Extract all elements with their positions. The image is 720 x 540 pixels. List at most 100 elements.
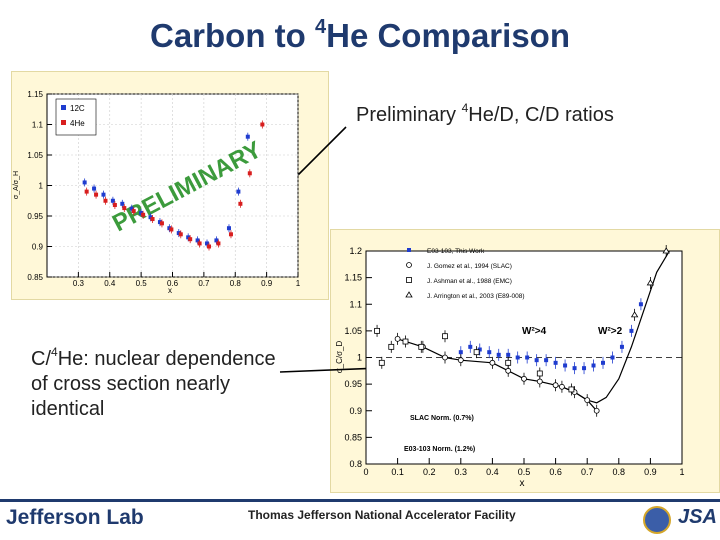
chart1-point [103, 198, 108, 203]
chart2-annotation: W²>4 [522, 326, 547, 337]
chart1-point [112, 203, 117, 208]
chart1-point [205, 241, 210, 246]
chart2-point [630, 311, 639, 318]
chart1-point [84, 189, 89, 194]
chart2-point [646, 279, 655, 286]
chart1-point [236, 189, 241, 194]
chart2-point [619, 344, 624, 349]
chart2-point [536, 370, 543, 377]
chart1-point [150, 217, 155, 222]
chart2-point [489, 359, 496, 366]
chart2-xtick-label: 0.4 [486, 467, 499, 477]
chart2-legend-label: J. Arrington et al., 2003 (E89-008) [427, 293, 525, 300]
jsa-logo: JSA [678, 506, 717, 528]
chart2-point [563, 363, 568, 368]
chart1: 0.85 0.9 0.95 1 1.05 1.1 1.15 0.3 0.4 0.5 0.6 0.7 0.… [13, 90, 301, 295]
chart2-point [638, 302, 643, 307]
chart2-point [505, 359, 512, 366]
chart1-legend-label: 12C [70, 104, 85, 113]
chart2-xtick-label: 0.2 [423, 467, 436, 477]
chart2-point [525, 355, 530, 360]
chart1-xtick-label: 0.9 [261, 279, 273, 288]
chart2-point [553, 360, 558, 365]
chart1-point [101, 192, 106, 197]
chart2-point [534, 358, 539, 363]
chart2-annotation: SLAC Norm. (0.7%) [410, 415, 474, 422]
chart2-ylabel: σ_C/σ_D [335, 341, 344, 374]
chart2-point [591, 363, 596, 368]
chart2-point [468, 344, 473, 349]
chart1-point [226, 226, 231, 231]
chart1-point [122, 206, 127, 211]
chart1-point [169, 227, 174, 232]
seal-logo-icon [643, 506, 671, 534]
chart2-point [394, 335, 401, 342]
chart2-legend-marker [407, 248, 411, 252]
chart1-point [129, 206, 134, 211]
chart1-point [131, 209, 136, 214]
chart2-point [506, 352, 511, 357]
chart1-xtick-label: 0.5 [136, 279, 148, 288]
footer [0, 497, 720, 540]
chart2-point [496, 352, 501, 357]
preliminary-label: Preliminary 4He/D, C/D ratios [356, 101, 614, 126]
chart2-ytick-label: 0.95 [344, 379, 362, 389]
chart2-point [418, 343, 425, 350]
chart1-point [178, 232, 183, 237]
chart1-xtick-label: 1 [296, 279, 301, 288]
chart2-point [572, 366, 577, 371]
chart2-point [473, 349, 480, 356]
chart1-point [82, 180, 87, 185]
footer-divider [0, 499, 720, 502]
chart1-ytick-label: 1.1 [32, 121, 44, 130]
chart2-point [536, 378, 543, 385]
chart1-xtick-label: 0.4 [104, 279, 116, 288]
chart1-point [110, 198, 115, 203]
chart2-xtick-label: 0.6 [549, 467, 562, 477]
facility-name: Thomas Jefferson National Accelerator Fa… [248, 508, 516, 522]
chart2-legend-label: J. Gomez et al., 1994 (SLAC) [427, 263, 512, 270]
chart1-ytick-label: 1.15 [27, 90, 43, 99]
chart1-point [228, 232, 233, 237]
chart1-point [238, 201, 243, 206]
slide-title: Carbon to 4He Comparison [150, 16, 570, 54]
chart2-legend-marker [406, 277, 412, 283]
chart2-xtick-label: 1 [679, 467, 684, 477]
chart2-xtick-label: 0.8 [613, 467, 626, 477]
chart1-xtick-label: 0.6 [167, 279, 179, 288]
chart2-annotation: E03-103 Norm. (1.2%) [404, 446, 475, 453]
chart2-point [582, 366, 587, 371]
chart2-point [584, 397, 591, 404]
chart2-point [457, 357, 464, 364]
chart2-ytick-label: 1 [357, 353, 362, 363]
chart1-xtick-label: 0.8 [230, 279, 242, 288]
chart2-point [374, 327, 380, 334]
chart1-point [92, 186, 97, 191]
chart2-point [593, 407, 600, 414]
chart2-point [552, 382, 559, 389]
chart1-ytick-label: 0.95 [27, 212, 43, 221]
chart2-point [610, 355, 615, 360]
chart1-ytick-label: 1.05 [27, 151, 43, 160]
chart1-point [247, 171, 252, 176]
chart2-point [521, 375, 527, 382]
chart1-point [159, 221, 164, 226]
chart2-xtick-label: 0 [363, 467, 368, 477]
chart2-xtick-label: 0.5 [518, 467, 531, 477]
chart1-legend-marker [61, 120, 66, 125]
chart2-xtick-label: 0.3 [455, 467, 468, 477]
chart2-xlabel: x [520, 478, 525, 489]
chart1-point [141, 212, 146, 217]
chart1-point [197, 241, 202, 246]
chart2-point [378, 359, 385, 366]
chart2-point [458, 350, 463, 355]
chart2-ytick-label: 1.1 [349, 299, 362, 309]
chart1-xlabel: x [168, 286, 172, 295]
chart2-legend-label: E03-103, This Work [427, 248, 485, 255]
chart2-point [559, 383, 565, 390]
chart2-legend-label: J. Ashman et al., 1988 (EMC) [427, 278, 512, 285]
chart1-point [216, 241, 221, 246]
chart2-point [442, 354, 448, 361]
chart2: 0.8 0.85 0.9 0.95 1 1.05 1.1 1.15 1.2 0 0.1 0.2 0.3 0… [335, 245, 685, 489]
chart2-point [515, 355, 520, 360]
